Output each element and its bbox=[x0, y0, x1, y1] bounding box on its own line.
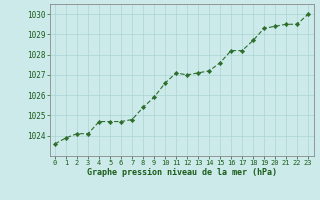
X-axis label: Graphe pression niveau de la mer (hPa): Graphe pression niveau de la mer (hPa) bbox=[87, 168, 276, 177]
